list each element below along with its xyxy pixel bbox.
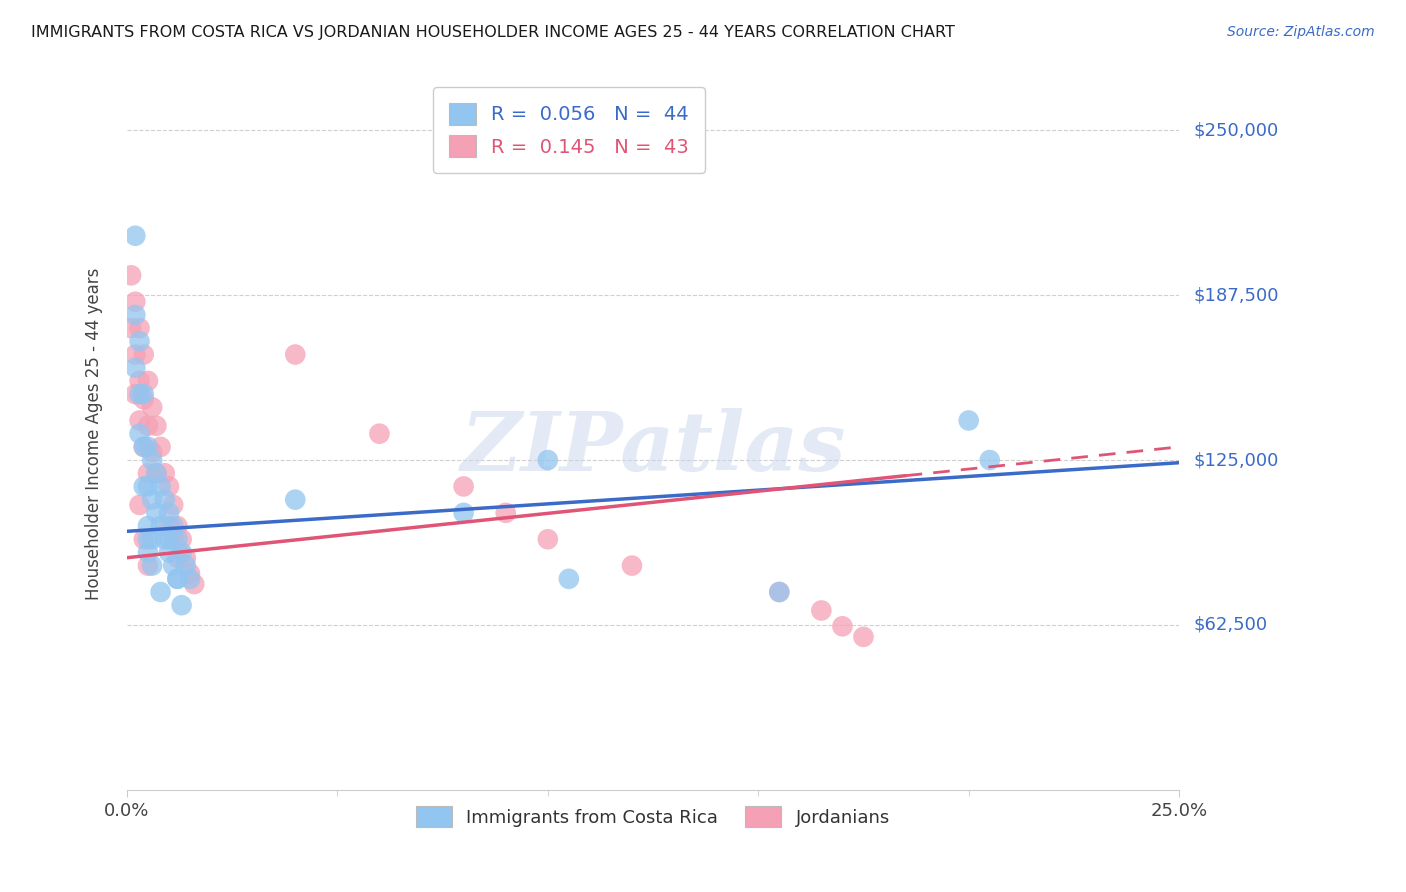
Point [768, 585, 790, 599]
Point [149, 479, 172, 493]
Point [124, 347, 146, 361]
Point [166, 550, 188, 565]
Point [179, 566, 201, 581]
Point [141, 558, 163, 573]
Point [149, 519, 172, 533]
Point [810, 603, 832, 617]
Point [174, 550, 197, 565]
Point [132, 440, 155, 454]
Point [157, 545, 180, 559]
Point [284, 492, 307, 507]
Point [166, 572, 188, 586]
Point [124, 387, 146, 401]
Point [284, 347, 307, 361]
Text: $62,500: $62,500 [1194, 616, 1267, 634]
Point [852, 630, 875, 644]
Point [179, 572, 201, 586]
Point [136, 558, 159, 573]
Y-axis label: Householder Income Ages 25 - 44 years: Householder Income Ages 25 - 44 years [86, 268, 103, 599]
Legend: Immigrants from Costa Rica, Jordanians: Immigrants from Costa Rica, Jordanians [409, 799, 897, 834]
Point [132, 479, 155, 493]
Point [124, 294, 146, 309]
Point [128, 387, 150, 401]
Point [153, 492, 176, 507]
Point [620, 558, 643, 573]
Point [153, 533, 176, 547]
Point [120, 321, 142, 335]
Point [145, 467, 167, 481]
Point [128, 374, 150, 388]
Point [136, 418, 159, 433]
Point [136, 519, 159, 533]
Point [162, 519, 184, 533]
Point [124, 308, 146, 322]
Point [145, 506, 167, 520]
Point [120, 268, 142, 283]
Text: $250,000: $250,000 [1194, 121, 1278, 139]
Point [162, 498, 184, 512]
Point [157, 479, 180, 493]
Point [166, 572, 188, 586]
Point [183, 577, 205, 591]
Point [157, 506, 180, 520]
Point [128, 334, 150, 349]
Point [124, 228, 146, 243]
Text: ZIPatlas: ZIPatlas [460, 408, 846, 488]
Point [170, 533, 193, 547]
Point [124, 360, 146, 375]
Point [136, 440, 159, 454]
Point [768, 585, 790, 599]
Point [149, 585, 172, 599]
Point [979, 453, 1001, 467]
Point [170, 545, 193, 559]
Point [453, 479, 475, 493]
Point [157, 533, 180, 547]
Text: $187,500: $187,500 [1194, 286, 1278, 304]
Point [174, 558, 197, 573]
Point [166, 519, 188, 533]
Point [166, 533, 188, 547]
Point [957, 413, 980, 427]
Point [141, 401, 163, 415]
Point [141, 533, 163, 547]
Point [132, 392, 155, 407]
Point [157, 519, 180, 533]
Point [136, 479, 159, 493]
Point [153, 467, 176, 481]
Text: $125,000: $125,000 [1194, 451, 1278, 469]
Point [162, 533, 184, 547]
Point [170, 598, 193, 612]
Text: Source: ZipAtlas.com: Source: ZipAtlas.com [1227, 25, 1375, 39]
Point [136, 374, 159, 388]
Point [132, 387, 155, 401]
Text: IMMIGRANTS FROM COSTA RICA VS JORDANIAN HOUSEHOLDER INCOME AGES 25 - 44 YEARS CO: IMMIGRANTS FROM COSTA RICA VS JORDANIAN … [31, 25, 955, 40]
Point [132, 440, 155, 454]
Point [128, 413, 150, 427]
Point [558, 572, 581, 586]
Point [132, 347, 155, 361]
Point [136, 467, 159, 481]
Point [495, 506, 517, 520]
Point [128, 498, 150, 512]
Point [537, 533, 560, 547]
Point [136, 545, 159, 559]
Point [368, 426, 391, 441]
Point [145, 467, 167, 481]
Point [831, 619, 853, 633]
Point [141, 453, 163, 467]
Point [162, 558, 184, 573]
Point [537, 453, 560, 467]
Point [132, 533, 155, 547]
Point [149, 440, 172, 454]
Point [141, 492, 163, 507]
Point [145, 418, 167, 433]
Point [128, 426, 150, 441]
Point [141, 445, 163, 459]
Point [136, 533, 159, 547]
Point [453, 506, 475, 520]
Point [128, 321, 150, 335]
